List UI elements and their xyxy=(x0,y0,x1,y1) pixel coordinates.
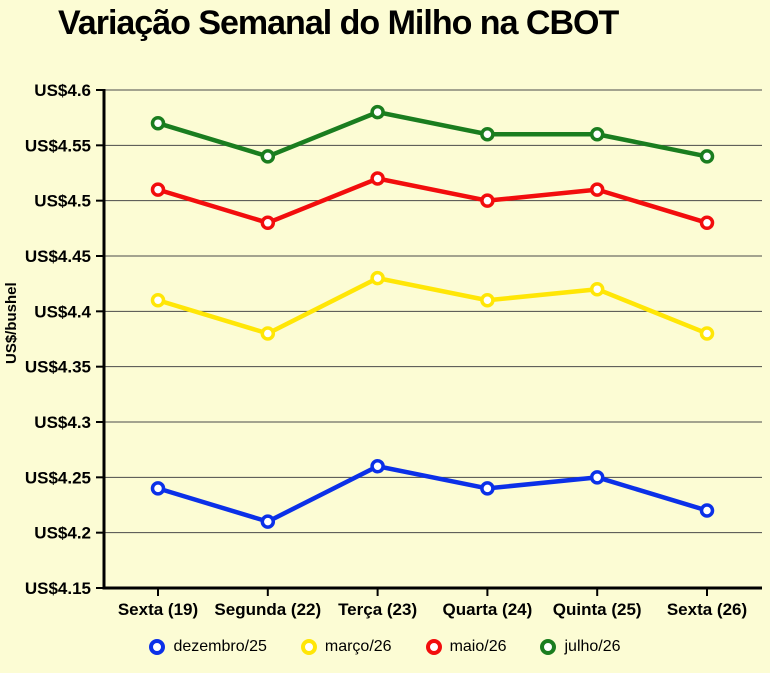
data-point-marker xyxy=(480,481,495,496)
x-tick-label: Sexta (19) xyxy=(118,600,198,619)
series-line-mar-o-26 xyxy=(155,275,710,336)
legend-marker-icon xyxy=(425,639,442,655)
y-tick-label: US$4.15 xyxy=(25,579,91,598)
y-tick-label: US$4.2 xyxy=(34,524,91,543)
data-point-marker xyxy=(699,149,715,164)
y-tick-label: US$4.6 xyxy=(34,81,91,100)
data-point-marker xyxy=(370,104,385,120)
data-point-marker xyxy=(150,182,166,197)
legend-item-julho-26: julho/26 xyxy=(540,638,621,656)
data-point-marker xyxy=(589,182,605,197)
data-point-marker xyxy=(699,215,715,231)
data-point-marker xyxy=(480,293,495,308)
series-line-maio-26 xyxy=(155,176,710,226)
y-tick-label: US$4.35 xyxy=(25,358,91,377)
legend-marker-icon xyxy=(149,639,166,655)
data-point-marker xyxy=(370,270,385,286)
data-point-marker xyxy=(370,459,385,474)
legend-label: julho/26 xyxy=(564,638,621,655)
y-tick-label: US$4.55 xyxy=(25,136,91,155)
data-point-marker xyxy=(370,171,385,186)
legend-label: dezembro/25 xyxy=(173,638,267,655)
legend-label: março/26 xyxy=(324,638,392,655)
data-point-marker xyxy=(260,149,276,164)
legend-marker-icon xyxy=(300,639,317,655)
y-axis-title: US$/bushel xyxy=(3,282,20,364)
data-point-marker xyxy=(699,503,715,518)
data-point-marker xyxy=(589,127,605,142)
x-tick-label: Quinta (25) xyxy=(553,600,642,619)
data-point-marker xyxy=(260,215,276,231)
data-point-marker xyxy=(260,514,276,529)
data-point-marker xyxy=(150,293,166,308)
series-line-dezembro-25 xyxy=(155,464,710,524)
legend-marker-icon xyxy=(540,639,557,655)
data-point-marker xyxy=(480,127,495,142)
chart-title: Variação Semanal do Milho na CBOT xyxy=(58,4,619,42)
x-tick-label: Sexta (26) xyxy=(667,600,747,619)
x-tick-label: Quarta (24) xyxy=(443,600,533,619)
x-tick-label: Terça (23) xyxy=(338,600,417,619)
data-point-marker xyxy=(699,326,715,341)
series-line-julho-26 xyxy=(155,109,710,159)
legend-item-mar-o-26: março/26 xyxy=(300,638,392,656)
data-point-marker xyxy=(589,281,605,297)
y-tick-label: US$4.5 xyxy=(34,192,91,211)
chart-legend: dezembro/25 março/26 maio/26 julho/26 xyxy=(0,638,770,656)
y-tick-label: US$4.3 xyxy=(34,413,91,432)
data-point-marker xyxy=(150,115,166,131)
data-point-marker xyxy=(480,193,495,208)
x-tick-label: Segunda (22) xyxy=(214,600,321,619)
legend-label: maio/26 xyxy=(449,638,507,655)
legend-item-maio-26: maio/26 xyxy=(425,638,507,656)
y-tick-label: US$4.25 xyxy=(25,468,91,487)
data-point-marker xyxy=(150,481,166,496)
data-point-marker xyxy=(589,470,605,485)
line-chart: US$4.6 US$4.55 US$4.5 US$4.45 US$4.4 US$4.35 U… xyxy=(3,81,762,619)
y-tick-label: US$4.4 xyxy=(34,302,91,321)
legend-item-dezembro-25: dezembro/25 xyxy=(149,638,267,656)
y-tick-label: US$4.45 xyxy=(25,247,91,266)
data-point-marker xyxy=(260,326,276,341)
